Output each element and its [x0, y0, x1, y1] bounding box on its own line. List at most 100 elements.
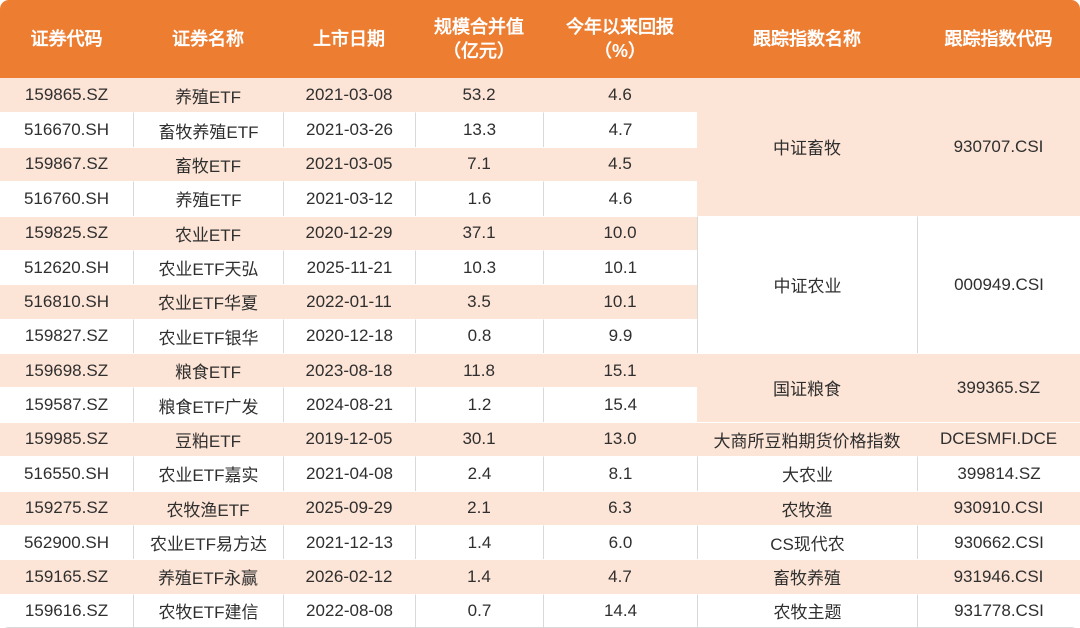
cell-ytd-return: 10.1 [543, 284, 697, 319]
cell-security-name: 农业ETF银华 [133, 318, 283, 353]
cell-scale: 30.1 [415, 421, 543, 457]
cell-list-date: 2024-08-21 [283, 387, 415, 422]
cell-scale: 1.4 [415, 559, 543, 594]
cell-security-code: 159825.SZ [0, 215, 133, 250]
table-row: 159165.SZ 养殖ETF永赢 2026-02-12 1.4 4.7 畜牧养殖 9319… [0, 559, 1080, 594]
cell-list-date: 2021-03-05 [283, 146, 415, 182]
cell-scale: 0.8 [415, 318, 543, 353]
cell-security-code: 516670.SH [0, 112, 133, 147]
table-row: 516670.SH 畜牧养殖ETF 2021-03-26 13.3 4.7 [0, 112, 1080, 147]
cell-security-code: 159865.SZ [0, 78, 133, 113]
cell-scale: 11.8 [415, 353, 543, 388]
cell-list-date: 2025-09-29 [283, 490, 415, 525]
col-header-label: 今年以来回报 [566, 16, 674, 37]
table-row: 159865.SZ 养殖ETF 2021-03-08 53.2 4.6 中证畜牧 93070… [0, 78, 1080, 216]
cell-index-name: 中证畜牧 [697, 78, 917, 216]
cell-scale: 1.4 [415, 524, 543, 560]
col-header-label: 跟踪指数代码 [944, 28, 1053, 49]
cell-index-name: 国证粮食 [697, 353, 917, 422]
cell-ytd-return: 4.6 [543, 78, 697, 113]
cell-ytd-return: 9.9 [543, 318, 697, 353]
cell-security-code: 516810.SH [0, 284, 133, 319]
col-header-label: 上市日期 [313, 28, 385, 49]
col-header-security-code: 证券代码 [0, 0, 133, 78]
cell-list-date: 2021-04-08 [283, 456, 415, 491]
col-header-label: 证券代码 [30, 28, 103, 49]
cell-list-date: 2026-02-12 [283, 559, 415, 594]
cell-security-name: 养殖ETF永赢 [133, 559, 283, 594]
cell-index-code: 931778.CSI [917, 593, 1080, 628]
cell-security-code: 159985.SZ [0, 421, 133, 457]
cell-list-date: 2020-12-18 [283, 318, 415, 353]
cell-scale: 7.1 [415, 146, 543, 182]
cell-ytd-return: 4.7 [543, 112, 697, 147]
cell-list-date: 2019-12-05 [283, 421, 415, 457]
cell-scale: 53.2 [415, 78, 543, 113]
cell-index-name: 中证农业 [697, 215, 917, 353]
cell-ytd-return: 4.7 [543, 559, 697, 594]
cell-scale: 1.6 [415, 181, 543, 216]
cell-list-date: 2021-03-12 [283, 181, 415, 216]
cell-index-code: 930910.CSI [917, 490, 1080, 525]
col-header-security-name: 证券名称 [133, 0, 283, 78]
cell-security-code: 159587.SZ [0, 387, 133, 422]
cell-security-name: 农业ETF天弘 [133, 249, 283, 285]
table-row: 562900.SH 农业ETF易方达 2021-12-13 1.4 6.0 CS现代农 93… [0, 524, 1080, 560]
cell-index-name: 畜牧养殖 [697, 559, 917, 594]
cell-scale: 3.5 [415, 284, 543, 319]
cell-ytd-return: 10.1 [543, 249, 697, 285]
table-row: 159698.SZ 粮食ETF 2023-08-18 11.8 15.1 国证粮食 3993… [0, 353, 1080, 422]
table-row: 159825.SZ 农业ETF 2020-12-29 37.1 10.0 中证农业 0009… [0, 215, 1080, 353]
table-row: 159587.SZ 粮食ETF广发 2024-08-21 1.2 15.4 [0, 387, 1080, 422]
cell-list-date: 2022-01-11 [283, 284, 415, 319]
cell-security-code: 159698.SZ [0, 353, 133, 388]
col-header-scale: 规模合并值 （亿元） [415, 0, 543, 78]
cell-security-name: 农业ETF [133, 215, 283, 250]
cell-security-code: 159165.SZ [0, 559, 133, 594]
table-row: 159827.SZ 农业ETF银华 2020-12-18 0.8 9.9 [0, 318, 1080, 353]
cell-security-name: 畜牧养殖ETF [133, 112, 283, 147]
cell-index-code: 000949.CSI [917, 215, 1080, 353]
cell-security-name: 农牧ETF建信 [133, 593, 283, 628]
cell-scale: 1.2 [415, 387, 543, 422]
cell-list-date: 2022-08-08 [283, 593, 415, 628]
table-row: 159985.SZ 豆粕ETF 2019-12-05 30.1 13.0 大商所豆粕期货价… [0, 421, 1080, 457]
table-row: 159275.SZ 农牧渔ETF 2025-09-29 2.1 6.3 农牧渔 930910… [0, 490, 1080, 525]
cell-security-name: 农业ETF易方达 [133, 524, 283, 560]
table-row: 516760.SH 养殖ETF 2021-03-12 1.6 4.6 [0, 181, 1080, 216]
cell-security-code: 512620.SH [0, 249, 133, 285]
cell-ytd-return: 6.3 [543, 490, 697, 525]
cell-security-name: 豆粕ETF [133, 421, 283, 457]
cell-scale: 10.3 [415, 249, 543, 285]
cell-list-date: 2021-03-26 [283, 112, 415, 147]
cell-security-code: 516760.SH [0, 181, 133, 216]
cell-security-name: 农业ETF嘉实 [133, 456, 283, 491]
cell-security-code: 159275.SZ [0, 490, 133, 525]
cell-list-date: 2021-03-08 [283, 78, 415, 113]
cell-security-code: 159827.SZ [0, 318, 133, 353]
cell-ytd-return: 15.1 [543, 353, 697, 388]
table-row: 159867.SZ 畜牧ETF 2021-03-05 7.1 4.5 [0, 146, 1080, 182]
table-row: 512620.SH 农业ETF天弘 2025-11-21 10.3 10.1 [0, 249, 1080, 285]
cell-ytd-return: 8.1 [543, 456, 697, 491]
cell-security-code: 159616.SZ [0, 593, 133, 628]
cell-index-code: 930707.CSI [917, 78, 1080, 216]
cell-security-name: 粮食ETF广发 [133, 387, 283, 422]
cell-ytd-return: 4.6 [543, 181, 697, 216]
cell-security-code: 562900.SH [0, 524, 133, 560]
cell-ytd-return: 13.0 [543, 421, 697, 457]
col-header-sublabel: （%） [593, 41, 646, 61]
cell-index-code: DCESMFI.DCE [917, 421, 1080, 457]
cell-security-code: 159867.SZ [0, 146, 133, 182]
header-row: 证券代码 证券名称 上市日期 规模合并值 （亿元） 今年以来回报 （%） 跟踪指 [0, 0, 1080, 78]
col-header-index-code: 跟踪指数代码 [917, 0, 1080, 78]
cell-ytd-return: 10.0 [543, 215, 697, 250]
col-header-label: 证券名称 [172, 28, 244, 49]
cell-scale: 2.4 [415, 456, 543, 491]
cell-index-name: 农牧渔 [697, 490, 917, 525]
cell-scale: 0.7 [415, 593, 543, 628]
cell-security-name: 畜牧ETF [133, 146, 283, 182]
cell-security-name: 农业ETF华夏 [133, 284, 283, 319]
cell-ytd-return: 14.4 [543, 593, 697, 628]
